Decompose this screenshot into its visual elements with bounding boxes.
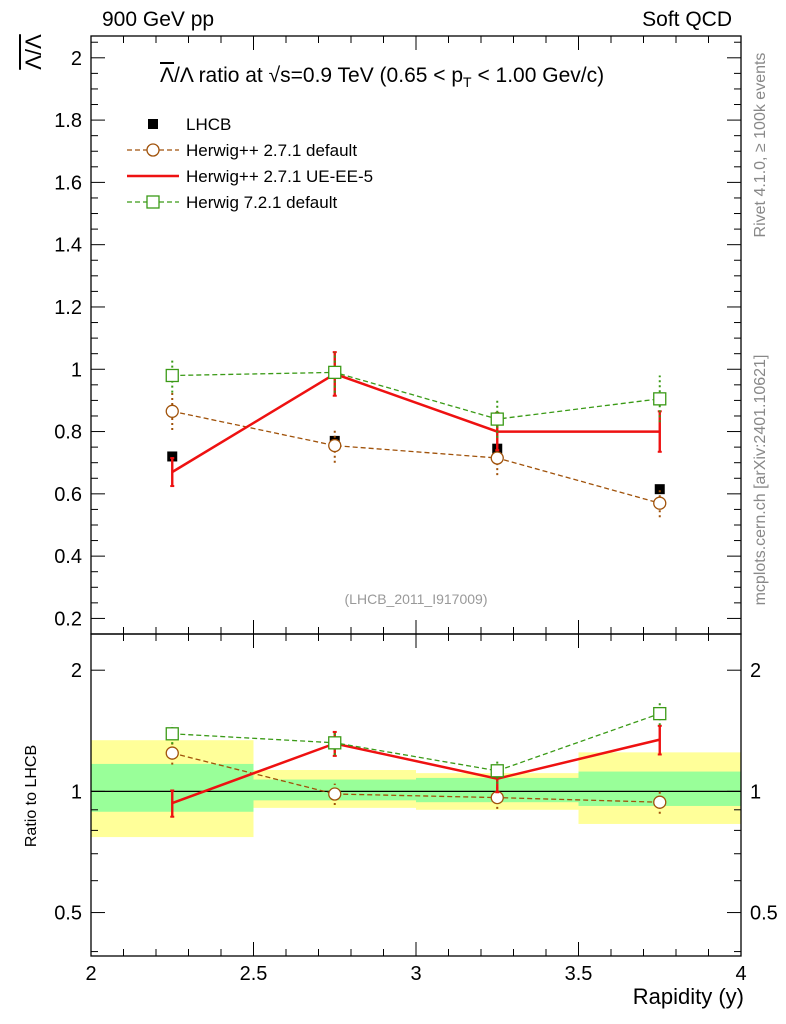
y-tick-label: 0.6: [54, 484, 82, 506]
legend-label: LHCB: [186, 115, 231, 134]
y-tick-label: 1.2: [54, 297, 82, 319]
herwig7-default-marker-ratio: [490, 764, 504, 778]
herwigpp-default-marker-main: [653, 496, 667, 510]
analysis-id-label: (LHCB_2011_I917009): [344, 591, 488, 607]
ratio-y-tick-label-right: 1: [750, 781, 761, 803]
legend-label: Herwig++ 2.7.1 UE-EE-5: [186, 167, 373, 186]
y-tick-label: 0.2: [54, 608, 82, 630]
y-tick-label: 0.8: [54, 422, 82, 444]
herwigpp-default-marker-ratio: [165, 746, 179, 760]
lhcb-marker: [167, 451, 178, 462]
herwig7-default-line-main: [172, 371, 660, 420]
x-tick-label: 2.5: [240, 963, 268, 985]
ratio-y-tick-label-right: 0.5: [750, 903, 778, 925]
herwigpp-default-marker-ratio: [653, 795, 667, 809]
legend-label: Herwig 7.2.1 default: [186, 193, 337, 212]
x-tick-label: 3.5: [565, 963, 593, 985]
title-text: /Λ ratio at √s=0.9 TeV (0.65 < p: [174, 64, 464, 87]
x-tick-label: 4: [735, 963, 746, 985]
herwig7-default-marker-main: [165, 368, 179, 383]
herwig7-default-marker-ratio: [653, 706, 667, 721]
ratio-y-tick-label: 0.5: [54, 903, 82, 925]
herwigpp-default-marker-main: [165, 404, 179, 418]
herwigpp-default-line-main: [172, 410, 660, 504]
herwig7-default-marker-ratio: [165, 727, 179, 741]
herwig7-default-marker-main: [490, 412, 504, 426]
legend-label: Herwig++ 2.7.1 default: [186, 141, 357, 160]
x-tick-label: 3: [410, 963, 421, 985]
ue-ee5-line-main: [171, 372, 660, 474]
header-right-label: Soft QCD: [642, 8, 732, 31]
herwig7-default-marker-ratio: [328, 736, 342, 750]
x-tick-label: 2: [85, 963, 96, 985]
ue-ee5-line-ratio: [171, 738, 661, 805]
y-tick-label: 0.4: [54, 546, 82, 568]
title-subscript: T: [463, 74, 472, 91]
herwigpp-default-marker-ratio: [328, 787, 342, 801]
y-tick-label: 1.6: [54, 172, 82, 194]
y-tick-label: 1.4: [54, 235, 82, 257]
title-tail: < 1.00 Gev/c): [471, 64, 605, 87]
legend-herwigpp-marker: [146, 143, 160, 157]
ratio-y-tick-label: 2: [71, 660, 82, 682]
legend-lhcb-marker: [148, 119, 158, 129]
legend-herwig7-marker: [146, 195, 160, 209]
lhcb-marker: [654, 484, 665, 495]
herwig7-default-marker-main: [653, 392, 667, 406]
chart-title: Λ/Λ ratio at √s=0.9 TeV (0.65 < pT < 1.0…: [160, 64, 604, 90]
herwig7-default-marker-main: [328, 365, 342, 380]
header-left-label: 900 GeV pp: [102, 8, 215, 31]
herwigpp-default-marker-ratio: [490, 790, 504, 805]
herwig7-default-line-ratio: [172, 712, 661, 772]
y-tick-label: 1.8: [54, 110, 82, 132]
y-tick-label: 1: [71, 359, 82, 381]
x-axis-label: Rapidity (y): [632, 984, 744, 1009]
title-lambdabar: Λ: [160, 64, 175, 87]
y-tick-label: 2: [71, 48, 82, 70]
ratio-y-tick-label-right: 2: [750, 660, 761, 682]
herwigpp-default-marker-main: [490, 451, 504, 465]
herwigpp-default-marker-main: [328, 438, 342, 453]
ratio-y-tick-label: 1: [71, 781, 82, 803]
